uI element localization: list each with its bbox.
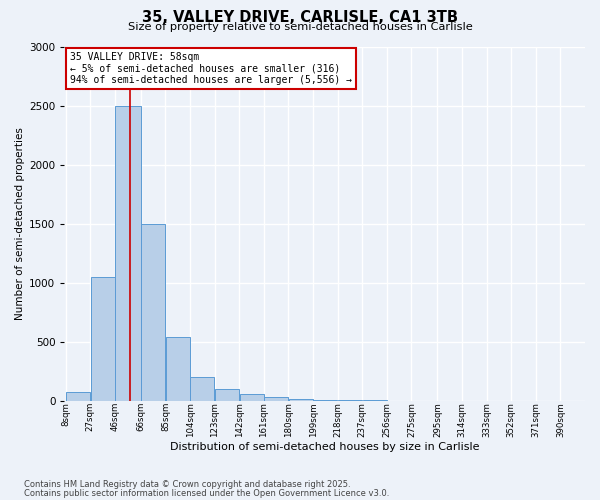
Bar [141,224,165,400]
Bar [115,106,140,401]
Bar [239,394,263,400]
X-axis label: Distribution of semi-detached houses by size in Carlisle: Distribution of semi-detached houses by … [170,442,479,452]
Text: Size of property relative to semi-detached houses in Carlisle: Size of property relative to semi-detach… [128,22,472,32]
Text: Contains public sector information licensed under the Open Government Licence v3: Contains public sector information licen… [24,488,389,498]
Text: 35, VALLEY DRIVE, CARLISLE, CA1 3TB: 35, VALLEY DRIVE, CARLISLE, CA1 3TB [142,10,458,25]
Bar [166,337,190,400]
Y-axis label: Number of semi-detached properties: Number of semi-detached properties [15,127,25,320]
Bar [91,276,115,400]
Bar [190,377,214,400]
Text: Contains HM Land Registry data © Crown copyright and database right 2025.: Contains HM Land Registry data © Crown c… [24,480,350,489]
Text: 35 VALLEY DRIVE: 58sqm
← 5% of semi-detached houses are smaller (316)
94% of sem: 35 VALLEY DRIVE: 58sqm ← 5% of semi-deta… [70,52,352,85]
Bar [264,397,288,400]
Bar [66,392,90,400]
Bar [215,389,239,400]
